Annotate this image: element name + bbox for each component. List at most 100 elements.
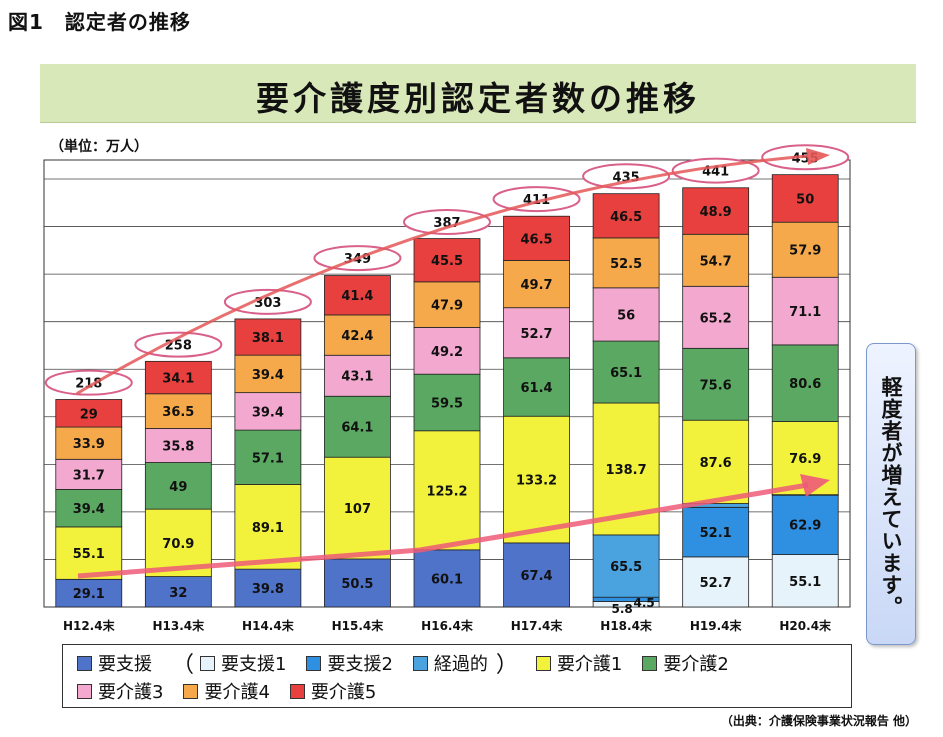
data-label: 34.1	[162, 372, 194, 387]
legend-swatch	[289, 683, 305, 699]
bar-segment	[144, 576, 212, 608]
legend-open-paren: （	[172, 653, 195, 678]
bar-segment	[234, 568, 302, 608]
data-label: 55.1	[73, 547, 105, 562]
bar-segment	[771, 554, 839, 608]
legend-swatch	[535, 655, 551, 671]
data-label: 64.1	[341, 421, 373, 436]
legend-item-youkaigo5: 要介護5	[289, 678, 377, 704]
bar-segment	[592, 340, 660, 404]
bar-segment	[234, 429, 302, 485]
data-label: 45.5	[431, 254, 463, 269]
data-label: 47.9	[431, 299, 463, 314]
bar-segment	[413, 326, 481, 375]
data-label: 75.6	[700, 378, 732, 393]
total-ellipse	[223, 288, 312, 315]
legend: 要支援 （ 要支援1 要支援2 経過的 ） 要介護1 要介護2 要介護3	[62, 644, 852, 708]
legend-label: 要支援1	[221, 654, 287, 675]
bar-segment	[413, 281, 481, 328]
legend-item-youkaigo2: 要介護2	[642, 650, 729, 676]
legend-swatch	[77, 655, 92, 671]
data-label: 60.1	[431, 572, 463, 587]
legend-item-youshien2: 要支援2	[306, 650, 393, 676]
data-label: 48.9	[700, 205, 732, 220]
bar-segment	[771, 174, 839, 223]
data-label: 61.4	[521, 381, 553, 396]
bar-segment	[324, 456, 391, 560]
data-label: 33.9	[73, 437, 105, 452]
legend-swatch	[642, 655, 658, 671]
bar-segment	[592, 287, 660, 342]
data-label: 57.9	[789, 244, 821, 259]
bar-segment	[144, 462, 212, 510]
total-label: 387	[433, 216, 460, 231]
bar-segment	[682, 285, 750, 349]
legend-swatch	[200, 655, 216, 671]
bar-segment	[324, 275, 391, 316]
x-tick-label: H12.4末	[63, 618, 116, 633]
data-label: 133.2	[516, 474, 557, 489]
data-label: 38.1	[252, 331, 284, 346]
bar-segment	[324, 314, 391, 356]
x-tick-label: H15.4末	[332, 618, 385, 633]
figure-title: 図1 認定者の推移	[8, 10, 191, 34]
data-label: 80.6	[789, 377, 821, 392]
data-label: 4.5	[633, 596, 654, 610]
bar-segment	[234, 484, 302, 570]
legend-swatch	[306, 655, 322, 671]
bar-segment	[682, 419, 750, 504]
data-label: 59.5	[431, 396, 463, 411]
bar-segment	[503, 357, 570, 417]
x-tick-label: H19.4末	[690, 618, 743, 633]
bar-segment	[55, 489, 123, 528]
data-label: 138.7	[606, 463, 647, 478]
unit-label: （単位：万人）	[50, 139, 148, 155]
bar-segment	[413, 430, 481, 551]
data-label: 71.1	[789, 305, 821, 320]
legend-item-keikateki: 経過的	[412, 650, 488, 676]
data-label: 50	[796, 192, 814, 207]
data-label: 49.2	[431, 345, 463, 360]
total-label: 218	[75, 377, 102, 392]
data-label: 55.1	[789, 575, 821, 590]
data-label: 5.8	[611, 602, 632, 616]
legend-label: 要介護5	[310, 682, 377, 703]
chart-title-banner: 要介護度別認定者数の推移	[40, 64, 916, 123]
bar-segment	[324, 558, 391, 608]
bar-segment	[324, 395, 391, 458]
legend-item-youkaigo4: 要介護4	[183, 678, 270, 704]
bar-segment	[592, 534, 660, 598]
bar-segment	[55, 426, 123, 460]
data-label: 32	[169, 586, 187, 601]
data-label: 67.4	[521, 569, 553, 584]
data-label: 52.1	[700, 526, 732, 541]
data-label: 62.9	[789, 519, 821, 534]
data-label: 65.1	[610, 366, 642, 381]
data-label: 89.1	[252, 521, 284, 536]
trend-arrowhead-lower	[800, 474, 830, 497]
legend-close-paren: ）	[495, 653, 518, 678]
bar-segment	[55, 399, 123, 428]
data-label: 50.5	[341, 577, 373, 592]
x-tick-label: H18.4末	[600, 618, 653, 633]
data-label: 43.1	[341, 370, 373, 385]
bar-segment	[771, 494, 839, 555]
bar-segment	[144, 360, 212, 395]
data-label: 31.7	[73, 468, 105, 483]
data-label: 36.5	[162, 405, 194, 420]
data-label: 70.9	[162, 537, 194, 552]
data-label: 46.5	[610, 210, 642, 225]
data-label: 57.1	[252, 451, 284, 466]
data-label: 39.4	[73, 502, 105, 517]
data-label: 52.7	[700, 576, 732, 591]
data-label: 65.2	[700, 311, 732, 326]
legend-swatch	[77, 683, 92, 699]
callout-text: 軽度者が増えています。	[879, 376, 903, 618]
x-tick-label: H17.4末	[511, 618, 564, 633]
legend-label: 要支援	[98, 654, 152, 675]
legend-label: 経過的	[433, 654, 488, 675]
data-label: 29.1	[73, 587, 105, 602]
chart-title: 要介護度別認定者数の推移	[256, 79, 700, 118]
legend-row-2: 要介護3 要介護4 要介護5	[77, 678, 396, 704]
bar-segment	[413, 549, 481, 608]
